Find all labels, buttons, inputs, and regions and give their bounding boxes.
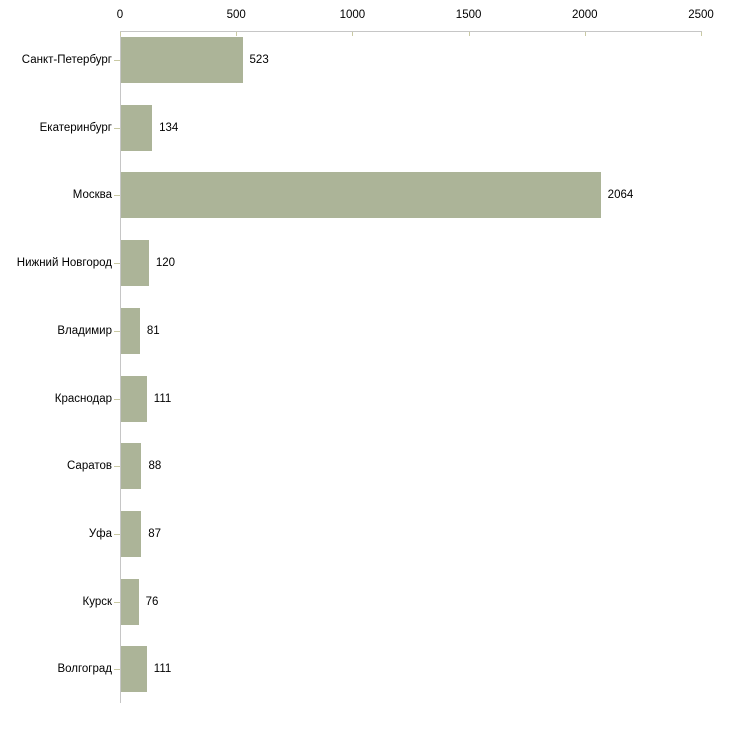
x-axis-tick-label: 1500: [455, 9, 482, 21]
category-label: Москва: [72, 189, 112, 202]
category-tick-mark: [114, 669, 120, 671]
category-tick-mark: [114, 263, 120, 265]
value-label: 81: [146, 324, 160, 337]
bar: [121, 37, 243, 83]
x-axis-tick-mark: [120, 32, 121, 36]
value-label: 120: [155, 257, 176, 270]
bar: [121, 578, 139, 625]
x-axis-tick-mark: [236, 32, 238, 36]
value-label: 111: [153, 663, 172, 676]
bar: [121, 172, 601, 219]
category-label: Саратов: [66, 460, 112, 473]
category-label: Курск: [82, 595, 113, 608]
x-axis-tick-mark: [352, 32, 354, 36]
x-axis-tick-mark: [584, 32, 586, 36]
bar: [121, 510, 142, 557]
category-tick-mark: [114, 330, 120, 332]
bar: [121, 646, 147, 693]
category-label: Нижний Новгород: [16, 257, 112, 270]
category-tick-mark: [114, 60, 120, 61]
value-label: 523: [249, 54, 269, 66]
value-label: 76: [145, 595, 159, 608]
x-axis-tick-mark: [468, 32, 470, 36]
category-tick-mark: [114, 127, 120, 129]
x-axis-tick-label: 2000: [572, 9, 598, 21]
bar: [121, 375, 147, 422]
x-axis-line: [120, 31, 702, 32]
x-axis-tick-mark: [701, 32, 702, 36]
value-label: 87: [148, 527, 162, 540]
y-axis-line: [120, 31, 121, 703]
category-label: Краснодар: [54, 392, 112, 405]
category-label: Екатеринбург: [39, 121, 112, 134]
bar: [121, 307, 140, 354]
value-label: 88: [148, 460, 162, 473]
category-label: Волгоград: [57, 663, 112, 676]
category-tick-mark: [114, 466, 120, 468]
category-tick-mark: [114, 195, 120, 197]
value-label: 134: [159, 121, 179, 134]
category-tick-mark: [114, 533, 120, 535]
value-label: 111: [153, 392, 172, 405]
category-label: Владимир: [57, 324, 112, 337]
x-axis-tick-label: 2500: [688, 9, 714, 21]
bar: [121, 104, 153, 151]
category-tick-mark: [114, 398, 120, 400]
x-axis-tick-label: 0: [116, 9, 124, 21]
category-label: Санкт-Петербург: [21, 54, 112, 66]
bar: [121, 240, 149, 287]
x-axis-tick-label: 1000: [339, 9, 366, 21]
category-label: Уфа: [88, 527, 112, 540]
value-label: 2064: [607, 189, 634, 202]
x-axis-tick-label: 500: [226, 9, 246, 21]
bar: [121, 443, 142, 490]
category-tick-mark: [114, 601, 120, 603]
